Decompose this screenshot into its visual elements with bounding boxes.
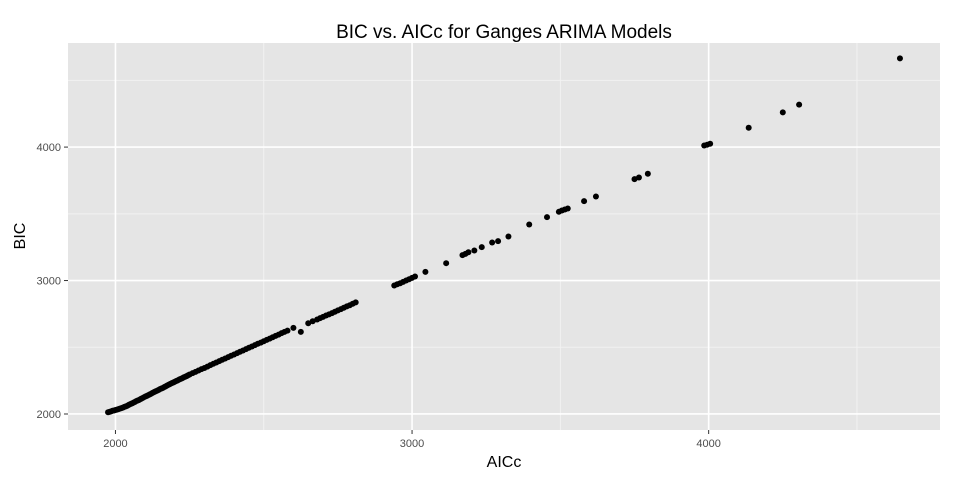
data-point (478, 244, 485, 251)
x-axis-ticks: 2000 3000 4000 (103, 430, 721, 450)
x-axis-title: AICc (487, 454, 522, 471)
data-point (505, 233, 512, 240)
y-axis-title: BIC (12, 223, 29, 250)
data-points (105, 55, 903, 416)
data-point (707, 140, 714, 147)
data-point (544, 214, 551, 221)
data-point (412, 273, 419, 280)
data-point (581, 198, 588, 205)
data-point (297, 328, 304, 335)
data-point (465, 249, 472, 256)
data-point (644, 170, 651, 177)
data-point (352, 299, 359, 306)
data-point (592, 193, 599, 200)
y-tick-label: 2000 (37, 409, 61, 421)
data-point (422, 268, 429, 275)
x-tick-label: 3000 (400, 438, 424, 450)
x-tick-label: 4000 (696, 438, 720, 450)
data-point (779, 109, 786, 116)
y-axis-ticks: 2000 3000 4000 (37, 142, 68, 421)
data-point (564, 205, 571, 212)
data-point (489, 239, 496, 246)
data-point (526, 221, 533, 228)
chart-title: BIC vs. AICc for Ganges ARIMA Models (336, 22, 672, 43)
major-gridlines (68, 43, 940, 430)
y-tick-label: 4000 (37, 142, 61, 154)
x-tick-label: 2000 (103, 438, 127, 450)
data-point (471, 247, 478, 254)
data-point (745, 124, 752, 131)
data-point (896, 55, 903, 62)
data-point (443, 260, 450, 267)
data-point (796, 101, 803, 108)
data-point (635, 174, 642, 181)
data-point (495, 238, 502, 245)
minor-gridlines (68, 43, 940, 430)
y-tick-label: 3000 (37, 276, 61, 288)
data-point (284, 327, 291, 334)
data-point (290, 324, 297, 331)
